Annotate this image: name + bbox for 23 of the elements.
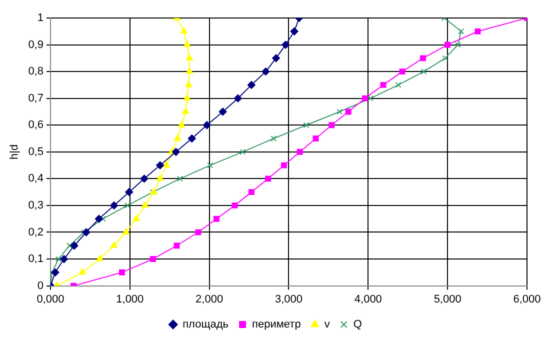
legend-label: периметр	[252, 318, 301, 331]
y-tick-label: 0,2	[28, 226, 44, 238]
x-tick-label: 6,000	[513, 293, 541, 306]
y-axis-title: h|d	[8, 144, 21, 160]
y-tick-label: 0,6	[28, 119, 44, 132]
y-tick-label: 0,4	[28, 172, 44, 185]
y-tick-label: 0,3	[28, 199, 44, 212]
x-tick-label: 4,000	[354, 293, 382, 306]
y-tick-label: 0	[37, 280, 44, 292]
x-tick-label: 1,000	[116, 293, 144, 306]
y-tick-label: 0,1	[28, 253, 44, 266]
legend-label: Q	[353, 318, 362, 331]
y-tick-label: 0,7	[28, 92, 44, 104]
x-tick-label: 2,000	[196, 293, 224, 306]
y-tick-label: 0,9	[28, 38, 44, 51]
x-tick-label: 3,000	[274, 293, 303, 306]
y-tick-label: 1	[37, 12, 44, 24]
legend-label: площадь	[182, 318, 229, 331]
y-tick-label: 0,5	[28, 146, 44, 158]
legend-label: v	[324, 318, 330, 331]
x-tick-label: 0,000	[36, 293, 64, 306]
x-tick-label: 5,000	[434, 293, 462, 306]
y-tick-label: 0,8	[28, 66, 44, 78]
